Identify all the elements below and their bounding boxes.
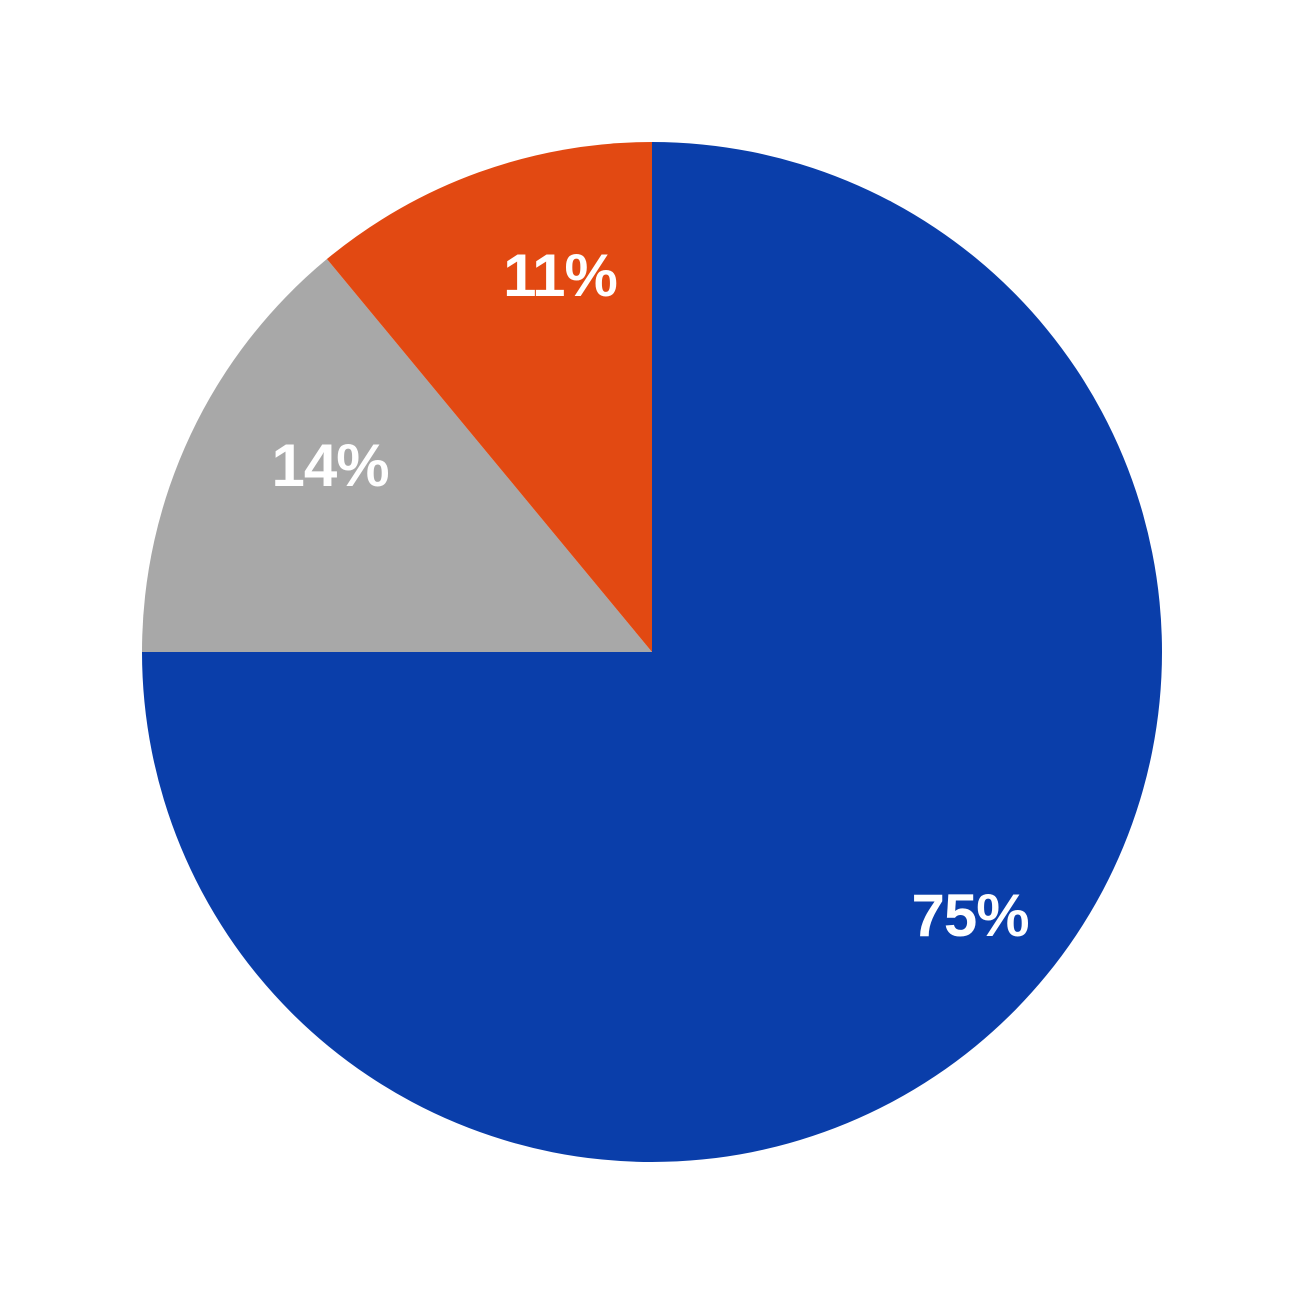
pie-chart-container: 75% 14% 11%: [0, 0, 1304, 1304]
pie-slice-label: 11%: [503, 242, 617, 309]
pie-chart: 75% 14% 11%: [0, 0, 1304, 1304]
pie-slice-label: 14%: [271, 432, 388, 499]
pie-slice-label: 75%: [911, 882, 1028, 949]
